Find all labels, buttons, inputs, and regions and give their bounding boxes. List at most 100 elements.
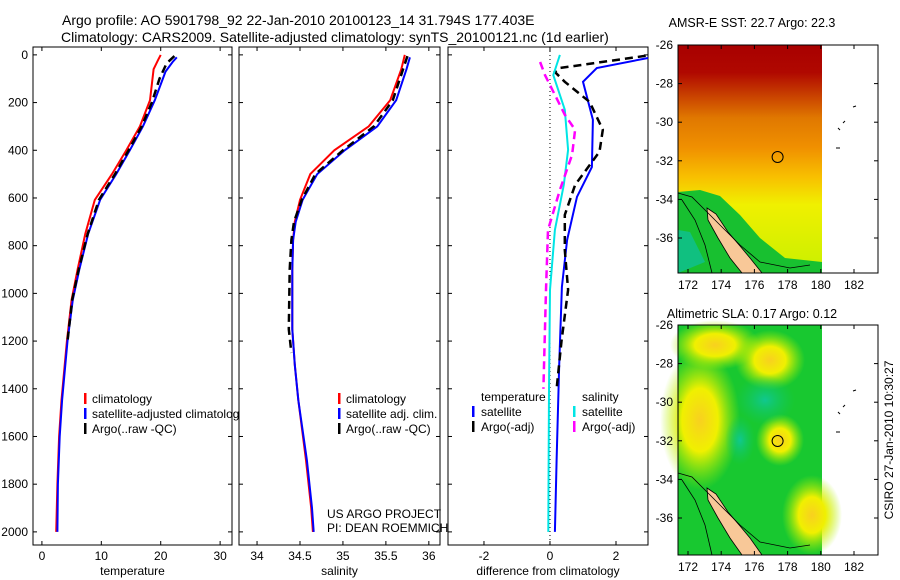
sla-map-title: Altimetric SLA: 0.17 Argo: 0.12 — [667, 307, 837, 321]
sla-map: Altimetric SLA: 0.17 Argo: 0.12 172 174 17… — [656, 307, 879, 574]
map-x-tick-label: 172 — [678, 278, 698, 292]
argo-location-marker — [771, 151, 784, 163]
x-axis-label: temperature — [100, 564, 165, 578]
map-y-tick-label: -26 — [656, 38, 674, 52]
map-y-tick-label: -32 — [656, 434, 674, 448]
x-tick-label: 34 — [250, 549, 264, 563]
sla-high-anomaly — [756, 414, 804, 466]
y-tick-label: 1800 — [1, 477, 28, 491]
sst-cold-patch — [678, 230, 705, 273]
plot-frame — [238, 46, 441, 546]
map-x-tick-label: 178 — [778, 278, 798, 292]
legend-label: satellite adj. clim. — [346, 407, 437, 421]
x-tick-label: 35 — [336, 549, 350, 563]
legend-header: temperature — [481, 390, 546, 404]
map-y-tick-label: -30 — [656, 115, 674, 129]
sst-cool-region — [678, 190, 822, 273]
x-tick-label: 0 — [547, 549, 554, 563]
x-tick-label: 34.5 — [288, 549, 312, 563]
sla-map-frame — [677, 324, 879, 556]
map-x-tick-label: 174 — [711, 278, 731, 292]
map-y-tick-label: -36 — [656, 231, 674, 245]
legend-label: satellite — [582, 405, 623, 419]
legend-marker — [472, 421, 475, 432]
x-tick-label: 36 — [422, 549, 436, 563]
legend-header: salinity — [582, 390, 619, 404]
x-tick-label: 2 — [613, 549, 620, 563]
kermadec-islands — [836, 105, 857, 149]
sla-high-anomaly — [735, 330, 805, 390]
sst-map-title: AMSR-E SST: 22.7 Argo: 22.3 — [669, 16, 836, 30]
y-tick-label: 1600 — [1, 429, 28, 443]
sst-map: AMSR-E SST: 22.7 Argo: 22.3 172 174 176 178… — [656, 16, 879, 292]
legend-marker — [573, 406, 576, 417]
x-axis-label: salinity — [321, 564, 358, 578]
legend-marker — [472, 406, 475, 417]
map-x-tick-label: 178 — [778, 560, 798, 574]
sla-high-anomaly — [782, 475, 842, 555]
legend-marker — [338, 408, 341, 419]
series-line-salinity-argo-adj- — [538, 61, 577, 389]
legend-marker — [573, 421, 576, 432]
x-tick-label: 0 — [39, 549, 46, 563]
map-x-tick-label: 176 — [744, 278, 764, 292]
map-x-tick-label: 180 — [811, 278, 831, 292]
figure-title-line2: Climatology: CARS2009. Satellite-adjuste… — [61, 29, 609, 45]
x-tick-label: 20 — [154, 549, 168, 563]
y-tick-label: 200 — [8, 96, 28, 110]
map-y-tick-label: -28 — [656, 77, 674, 91]
series-line-argo-raw-qc- — [66, 55, 176, 342]
legend-marker — [84, 393, 87, 404]
map-x-tick-label: 182 — [844, 560, 864, 574]
map-x-tick-label: 180 — [811, 560, 831, 574]
legend-label: Argo(-adj) — [582, 420, 635, 434]
credit-line2: PI: DEAN ROEMMICH — [327, 521, 448, 535]
legend-marker — [84, 408, 87, 419]
map-y-tick-label: -32 — [656, 154, 674, 168]
kermadec-islands — [836, 389, 857, 433]
series-line-argo-raw-qc- — [287, 55, 409, 354]
bathymetry-contour — [681, 199, 713, 274]
x-axis-label: difference from climatology — [476, 564, 619, 578]
legend-marker — [338, 423, 341, 434]
sla-high-anomaly — [660, 350, 740, 490]
y-tick-label: 1000 — [1, 286, 28, 300]
series-line-satellite-adj-clim- — [291, 57, 411, 532]
x-tick-label: 10 — [95, 549, 109, 563]
legend-marker — [338, 393, 341, 404]
legend-label: Argo(..raw -QC) — [92, 422, 177, 436]
legend-label: Argo(..raw -QC) — [346, 422, 431, 436]
x-tick-label: -2 — [479, 549, 490, 563]
x-tick-label: 30 — [213, 549, 227, 563]
map-x-tick-label: 176 — [744, 560, 764, 574]
y-tick-label: 600 — [8, 191, 28, 205]
map-x-tick-label: 174 — [711, 560, 731, 574]
legend-label: Argo(-adj) — [481, 420, 534, 434]
map-x-tick-label: 182 — [844, 278, 864, 292]
salinity-panel: 34 34.5 35 35.5 36 salinity climatologysatelli… — [238, 46, 441, 578]
legend-label: climatology — [346, 392, 406, 406]
y-tick-label: 2000 — [1, 525, 28, 539]
legend-label: satellite-adjusted climatology — [92, 407, 245, 421]
temperature-panel: 0 10 20 30 temperature 0 200 400 600 800 1000 1200 1… — [1, 46, 245, 578]
sla-low-anomaly — [725, 415, 755, 465]
figure-title-line1: Argo profile: AO 5901798_92 22-Jan-2010 … — [62, 12, 535, 28]
timestamp-stamp: CSIRO 27-Jan-2010 10:30:27 — [882, 360, 896, 519]
series-line-satellite-adjusted-climatology — [56, 56, 178, 532]
y-tick-label: 400 — [8, 143, 28, 157]
bathymetry-contour — [681, 479, 713, 556]
map-y-tick-label: -36 — [656, 511, 674, 525]
map-y-tick-label: -28 — [656, 357, 674, 371]
coastline-contour — [677, 192, 811, 269]
map-x-tick-label: 172 — [678, 560, 698, 574]
series-line-salinity-satellite — [547, 54, 570, 532]
series-line-temperature-satellite — [553, 57, 649, 532]
y-tick-label: 1400 — [1, 382, 28, 396]
y-tick-label: 0 — [21, 48, 28, 62]
y-tick-label: 1200 — [1, 334, 28, 348]
coastline-contour — [677, 472, 811, 549]
sst-map-frame — [677, 44, 879, 274]
legend-label: climatology — [92, 392, 152, 406]
